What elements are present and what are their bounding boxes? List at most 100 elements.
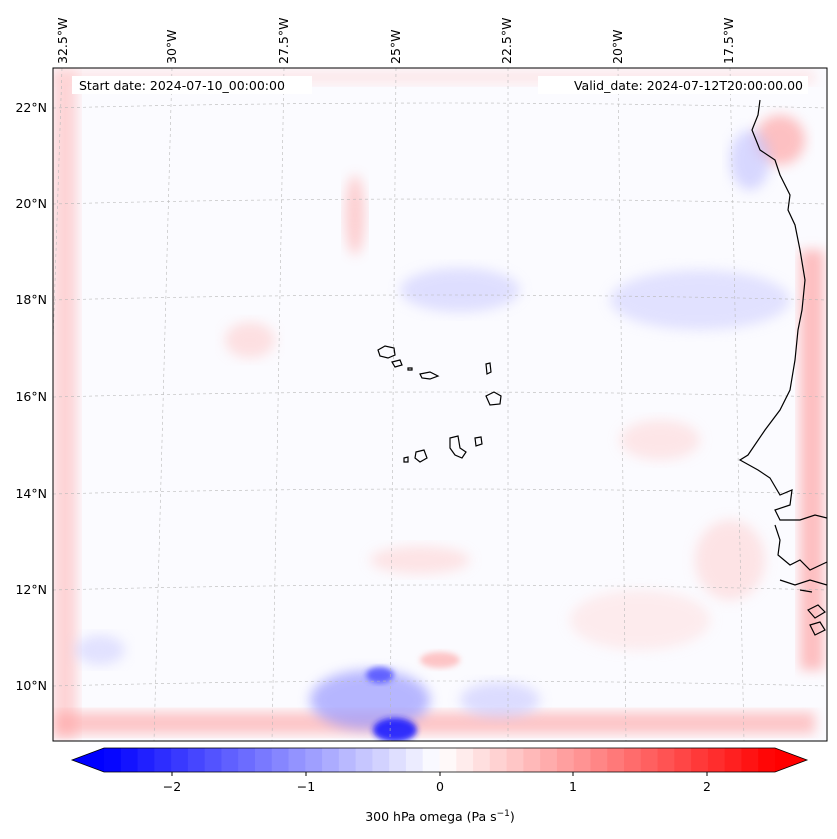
colorbar-cell (137, 748, 155, 772)
colorbar-cell (540, 748, 558, 772)
lon-label: 20°W (610, 29, 625, 64)
colorbar-tick-label: 2 (703, 779, 711, 794)
lat-label: 14°N (15, 486, 47, 501)
lat-label: 10°N (15, 678, 47, 693)
colorbar-tick-label: −2 (163, 779, 181, 794)
gridline-lat (53, 488, 827, 495)
island-fogo (414, 449, 428, 463)
colorbar-cell (691, 748, 709, 772)
field-patch (75, 635, 125, 665)
colorbar-cell (405, 748, 424, 772)
field-patch (730, 130, 770, 190)
colorbar-cell (556, 748, 575, 772)
colorbar-cell (187, 748, 206, 772)
field-patch (695, 520, 765, 600)
colorbar-label: 300 hPa omega (Pa s−1) (365, 809, 515, 824)
colorbar-cell (288, 748, 306, 772)
lat-label: 12°N (15, 582, 47, 597)
lon-label: 32.5°W (55, 18, 70, 64)
colorbar-cell (489, 748, 508, 772)
colorbar-cell (422, 748, 441, 772)
valid-date-label: Valid_date: 2024-07-12T20:00:00.00 (574, 78, 803, 93)
colorbar-ticks: −2 −1 0 1 2 (163, 772, 711, 794)
boundary-west (53, 70, 77, 740)
field-patch (420, 652, 460, 668)
colorbar-cell (758, 748, 776, 772)
lat-label: 20°N (15, 196, 47, 211)
colorbar-cells (104, 748, 776, 772)
colorbar-tick-label: −1 (297, 779, 315, 794)
coastlines (377, 99, 827, 636)
colorbar-cell (372, 748, 390, 772)
colorbar-extend-max (775, 748, 807, 772)
island-brava (403, 456, 409, 463)
colorbar-cell (590, 748, 608, 772)
lon-label: 25°W (388, 29, 403, 64)
colorbar-cell (439, 748, 457, 772)
field-patch (370, 546, 470, 574)
lon-label: 30°W (164, 29, 179, 64)
field-patch (373, 718, 417, 741)
map-frame (52, 67, 828, 742)
colorbar-cell (674, 748, 692, 772)
colorbar-cell (271, 748, 290, 772)
colorbar-tick-label: 1 (569, 779, 577, 794)
map-panel: Start date: 2024-07-10_00:00:00 Valid_da… (15, 18, 828, 742)
longitude-labels: 32.5°W 30°W 27.5°W 25°W 22.5°W 20°W 17.5… (55, 18, 736, 64)
colorbar-cell (707, 748, 726, 772)
graticule (53, 68, 827, 741)
lon-label: 27.5°W (276, 18, 291, 64)
colorbar-cell (724, 748, 743, 772)
colorbar-cell (389, 748, 407, 772)
gridline-lon (617, 68, 627, 741)
island-santa-luzia (407, 367, 413, 371)
field-patch (620, 420, 700, 460)
africa-coastline (738, 99, 827, 521)
field-patch (310, 670, 430, 730)
boundary-south (55, 712, 815, 734)
island-santo-antao (377, 345, 396, 359)
colorbar-cell (338, 748, 357, 772)
gridline-lat (53, 102, 827, 109)
field-patch (570, 590, 710, 650)
boundary-east (800, 250, 824, 670)
colorbar-cell (523, 748, 541, 772)
colorbar-cell (305, 748, 323, 772)
colorbar-cell (322, 748, 340, 772)
lon-label: 17.5°W (721, 18, 736, 64)
africa-coastline (774, 524, 827, 571)
field-patch (345, 175, 365, 255)
africa-coastline (779, 579, 827, 593)
colorbar-cell (640, 748, 659, 772)
island-boa-vista (485, 391, 502, 406)
field-patch (460, 682, 540, 718)
colorbar-cell (154, 748, 172, 772)
colorbar-cell (624, 748, 642, 772)
field-patch (225, 322, 275, 358)
gridline-lat (53, 294, 827, 301)
gridline-lon (389, 68, 397, 741)
map-background (53, 68, 827, 741)
gridline-lon (271, 68, 285, 741)
gridline-lat (53, 198, 827, 205)
start-date-box (72, 76, 312, 94)
colorbar-cell (657, 748, 675, 772)
gridline-lat (53, 584, 827, 591)
valid-date-box (538, 76, 808, 94)
colorbar-cell (238, 748, 256, 772)
field-patch (610, 270, 790, 330)
gridline-lat (53, 391, 827, 398)
colorbar-cell (456, 748, 474, 772)
colorbar-tick-label: 0 (436, 779, 444, 794)
start-date-label: Start date: 2024-07-10_00:00:00 (79, 78, 285, 93)
field-patch (366, 667, 394, 683)
colorbar: −2 −1 0 1 2 300 hPa omega (Pa s−1) (70, 747, 809, 824)
latitude-labels: 22°N 20°N 18°N 16°N 14°N 12°N 10°N (15, 100, 47, 693)
colorbar-cell (607, 748, 625, 772)
colorbar-cell (355, 748, 374, 772)
colorbar-cell (473, 748, 491, 772)
colorbar-cell (120, 748, 139, 772)
island-maio (474, 436, 483, 447)
island-santiago (449, 435, 467, 459)
lat-label: 18°N (15, 292, 47, 307)
